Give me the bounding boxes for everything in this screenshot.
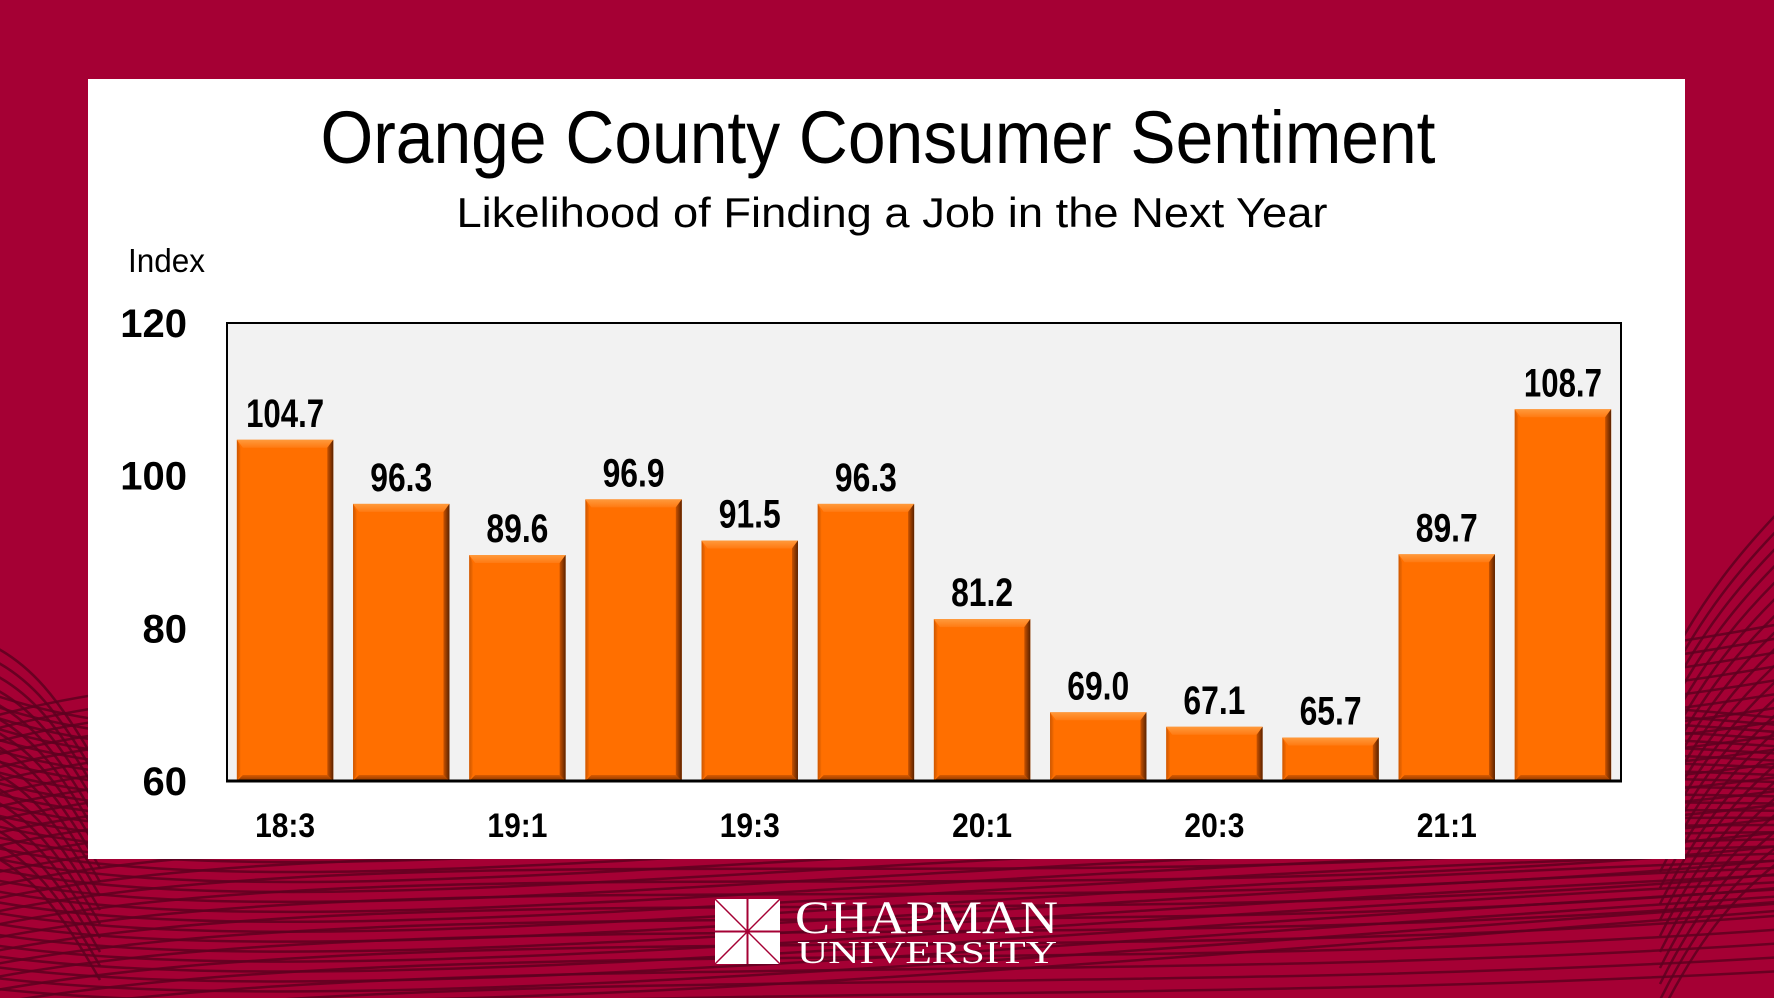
data-label: 89.6 (486, 507, 548, 551)
plot-area (226, 322, 1622, 782)
logo-text-chapman: CHAPMAN (795, 892, 1058, 944)
y-tick-label: 120 (120, 302, 187, 346)
bar (1514, 409, 1612, 781)
data-label: 65.7 (1300, 689, 1362, 733)
bar (585, 499, 682, 781)
bar (817, 503, 915, 781)
data-label: 91.5 (719, 493, 781, 537)
chapman-logo: CHAPMAN UNIVERSITY (714, 892, 1058, 970)
bar (1050, 712, 1147, 781)
x-axis-ticks: 18:3 19:1 19:3 20:1 20:3 21:1 (255, 807, 1477, 845)
bar (933, 619, 1031, 781)
x-tick-label: 21:1 (1417, 807, 1477, 845)
data-label: 67.1 (1183, 679, 1245, 723)
logo-text-university: UNIVERSITY (797, 934, 1057, 970)
data-label: 104.7 (246, 392, 324, 436)
x-tick-label: 18:3 (255, 807, 315, 845)
bar (1166, 726, 1263, 781)
data-label: 96.3 (370, 456, 432, 500)
chart-subtitle: Likelihood of Finding a Job in the Next … (457, 189, 1328, 236)
bar (469, 555, 566, 781)
x-tick-label: 19:3 (720, 807, 780, 845)
bar (1398, 554, 1495, 781)
data-label: 108.7 (1524, 361, 1602, 405)
bar (236, 439, 334, 781)
chapman-logo-mark-icon (714, 898, 781, 965)
data-label: 96.3 (835, 456, 897, 500)
y-tick-label: 80 (143, 607, 188, 651)
x-tick-label: 20:3 (1184, 807, 1244, 845)
data-label: 81.2 (951, 571, 1013, 615)
y-tick-label: 60 (143, 760, 188, 804)
data-label: 69.0 (1067, 664, 1129, 708)
y-axis-label: Index (128, 242, 205, 279)
y-axis-ticks: 120 100 80 60 (120, 302, 187, 804)
x-tick-label: 20:1 (952, 807, 1012, 845)
data-label: 89.7 (1416, 506, 1478, 550)
chart-title: Orange County Consumer Sentiment (321, 96, 1436, 179)
bar (701, 540, 798, 781)
bar (1282, 737, 1379, 781)
x-tick-label: 19:1 (487, 807, 547, 845)
bar (353, 503, 450, 781)
bars (236, 409, 1612, 781)
data-label: 96.9 (603, 451, 665, 495)
y-tick-label: 100 (120, 455, 187, 499)
data-labels: 104.7 96.3 89.6 96.9 91.5 96.3 81.2 69.0 67.1 65.… (246, 361, 1602, 733)
